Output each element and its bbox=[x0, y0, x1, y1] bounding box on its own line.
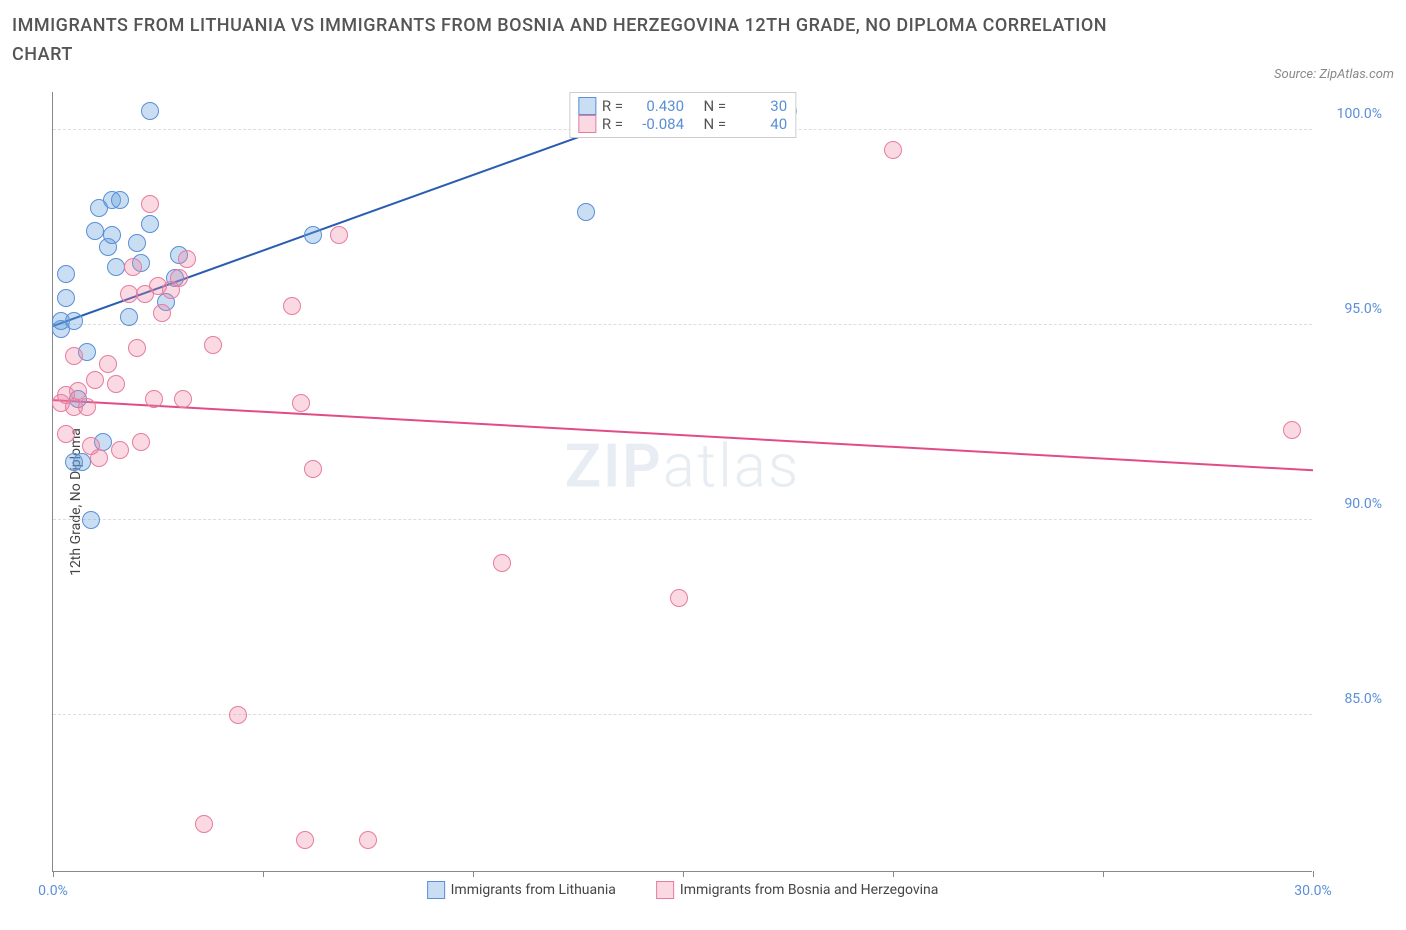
data-point bbox=[82, 511, 100, 529]
ytick-label: 90.0% bbox=[1322, 496, 1382, 512]
legend-swatch bbox=[578, 97, 596, 115]
data-point bbox=[65, 312, 83, 330]
gridline-h bbox=[53, 519, 1312, 520]
xtick bbox=[473, 871, 474, 877]
data-point bbox=[292, 394, 310, 412]
xtick bbox=[263, 871, 264, 877]
data-point bbox=[174, 390, 192, 408]
gridline-h bbox=[53, 324, 1312, 325]
plot-area: ZIPatlas 85.0%90.0%95.0%100.0%0.0%30.0%R… bbox=[52, 92, 1312, 872]
stats-box: R = 0.430 N = 30 R = -0.084 N = 40 bbox=[569, 92, 796, 138]
trend-layer bbox=[53, 92, 1313, 872]
data-point bbox=[204, 336, 222, 354]
data-point bbox=[65, 347, 83, 365]
data-point bbox=[141, 102, 159, 120]
stats-r-label: R = bbox=[602, 115, 623, 133]
data-point bbox=[120, 308, 138, 326]
data-point bbox=[296, 831, 314, 849]
data-point bbox=[57, 289, 75, 307]
chart-title: IMMIGRANTS FROM LITHUANIA VS IMMIGRANTS … bbox=[12, 12, 1112, 70]
data-point bbox=[111, 191, 129, 209]
legend-item: Immigrants from Bosnia and Herzegovina bbox=[656, 881, 939, 899]
data-point bbox=[170, 269, 188, 287]
data-point bbox=[111, 441, 129, 459]
stats-r-value: 0.430 bbox=[629, 97, 684, 115]
watermark-bold: ZIP bbox=[565, 430, 663, 501]
chart-container: 12th Grade, No Diploma ZIPatlas 85.0%90.… bbox=[12, 92, 1392, 912]
data-point bbox=[107, 258, 125, 276]
ytick-label: 95.0% bbox=[1322, 301, 1382, 317]
xtick-label: 0.0% bbox=[38, 883, 68, 899]
stats-n-label: N = bbox=[704, 115, 727, 133]
data-point bbox=[73, 453, 91, 471]
data-point bbox=[577, 203, 595, 221]
data-point bbox=[359, 831, 377, 849]
legend-swatch bbox=[656, 881, 674, 899]
legend-item: Immigrants from Lithuania bbox=[427, 881, 616, 899]
xtick bbox=[1313, 871, 1314, 877]
data-point bbox=[304, 460, 322, 478]
data-point bbox=[141, 195, 159, 213]
legend-label: Immigrants from Bosnia and Herzegovina bbox=[680, 882, 939, 898]
legend: Immigrants from Lithuania Immigrants from… bbox=[427, 881, 939, 899]
data-point bbox=[1283, 421, 1301, 439]
data-point bbox=[99, 355, 117, 373]
trend-line bbox=[53, 400, 1313, 470]
legend-label: Immigrants from Lithuania bbox=[451, 882, 616, 898]
ytick-label: 100.0% bbox=[1322, 106, 1382, 122]
data-point bbox=[90, 449, 108, 467]
data-point bbox=[283, 297, 301, 315]
source-credit: Source: ZipAtlas.com bbox=[1274, 67, 1394, 82]
data-point bbox=[330, 226, 348, 244]
watermark-light: atlas bbox=[663, 430, 801, 501]
stats-r-value: -0.084 bbox=[629, 115, 684, 133]
data-point bbox=[178, 250, 196, 268]
xtick bbox=[53, 871, 54, 877]
data-point bbox=[86, 371, 104, 389]
data-point bbox=[103, 226, 121, 244]
data-point bbox=[884, 141, 902, 159]
data-point bbox=[128, 234, 146, 252]
data-point bbox=[493, 554, 511, 572]
legend-swatch bbox=[578, 115, 596, 133]
ytick-label: 85.0% bbox=[1322, 691, 1382, 707]
stats-r-label: R = bbox=[602, 97, 623, 115]
xtick bbox=[683, 871, 684, 877]
stats-n-label: N = bbox=[704, 97, 727, 115]
data-point bbox=[107, 375, 125, 393]
data-point bbox=[145, 390, 163, 408]
stats-row: R = 0.430 N = 30 bbox=[578, 97, 787, 115]
stats-row: R = -0.084 N = 40 bbox=[578, 115, 787, 133]
data-point bbox=[78, 398, 96, 416]
data-point bbox=[124, 258, 142, 276]
xtick bbox=[893, 871, 894, 877]
xtick-label: 30.0% bbox=[1294, 883, 1332, 899]
data-point bbox=[120, 285, 138, 303]
data-point bbox=[132, 433, 150, 451]
data-point bbox=[229, 706, 247, 724]
data-point bbox=[153, 304, 171, 322]
watermark: ZIPatlas bbox=[565, 430, 801, 501]
data-point bbox=[670, 589, 688, 607]
xtick bbox=[1103, 871, 1104, 877]
data-point bbox=[304, 226, 322, 244]
stats-n-value: 40 bbox=[732, 115, 787, 133]
data-point bbox=[128, 339, 146, 357]
data-point bbox=[195, 815, 213, 833]
data-point bbox=[86, 222, 104, 240]
stats-n-value: 30 bbox=[732, 97, 787, 115]
data-point bbox=[57, 265, 75, 283]
legend-swatch bbox=[427, 881, 445, 899]
data-point bbox=[57, 425, 75, 443]
data-point bbox=[141, 215, 159, 233]
